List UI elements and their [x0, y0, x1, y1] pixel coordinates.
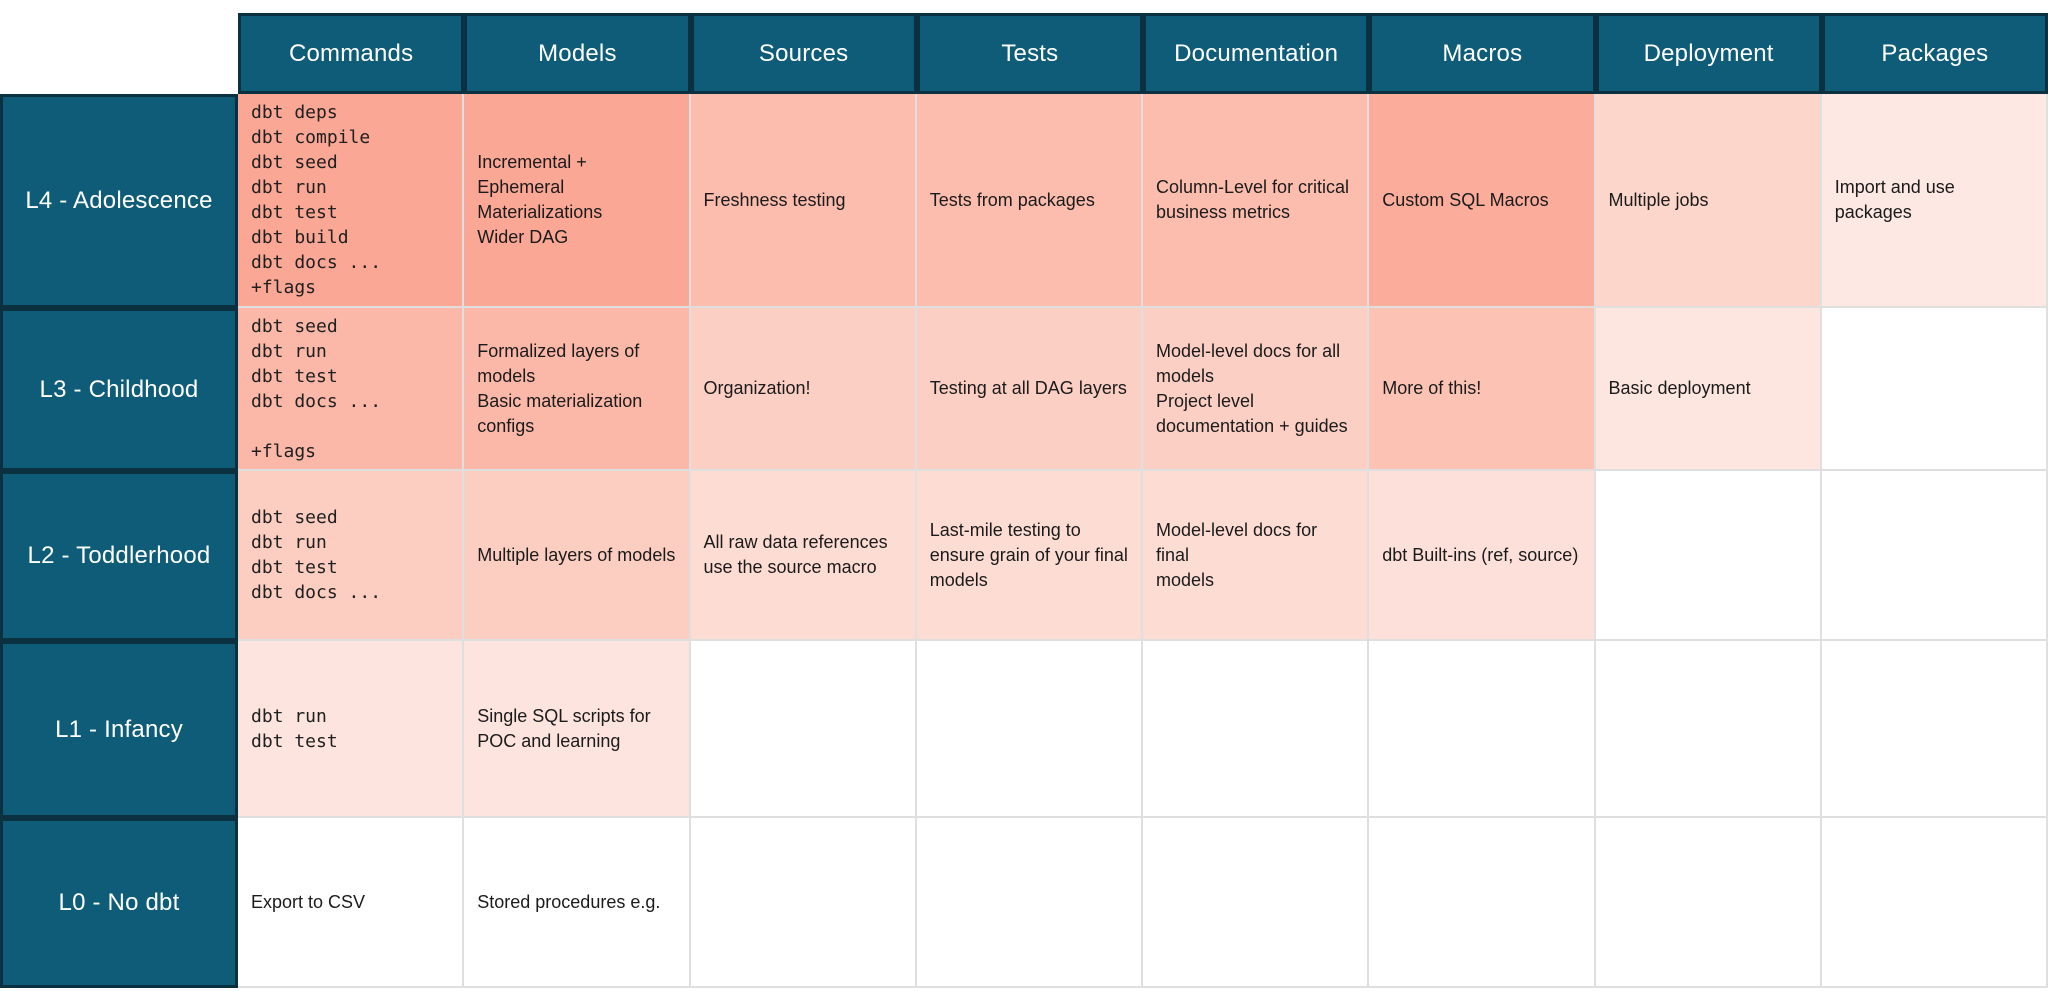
column-header-models: Models — [464, 13, 691, 94]
row-label-l0: L0 - No dbt — [0, 818, 238, 988]
cell-l0-models: Stored procedures e.g. — [464, 818, 691, 988]
cell-l1-documentation — [1143, 641, 1370, 818]
cell-l2-packages — [1821, 471, 2048, 641]
cell-l0-macros — [1369, 818, 1596, 988]
cell-l2-sources: All raw data references use the source m… — [690, 471, 917, 641]
dbt-maturity-table: Commands Models Sources Tests Documentation M… — [0, 13, 2048, 988]
cell-l2-commands: dbt seed dbt run dbt test dbt docs ... — [238, 471, 465, 641]
cell-l3-documentation: Model-level docs for all models Project … — [1143, 308, 1370, 471]
cell-l1-packages — [1821, 641, 2048, 818]
cell-l4-tests: Tests from packages — [916, 94, 1143, 308]
cell-l3-commands: dbt seed dbt run dbt test dbt docs ... +… — [238, 308, 465, 471]
cell-l4-packages: Import and use packages — [1821, 94, 2048, 308]
cell-l1-macros — [1369, 641, 1596, 818]
cell-l1-models: Single SQL scripts for POC and learning — [464, 641, 691, 818]
column-header-deployment: Deployment — [1595, 13, 1822, 94]
cell-l3-packages — [1821, 308, 2048, 471]
column-header-packages: Packages — [1821, 13, 2048, 94]
column-header-sources: Sources — [690, 13, 917, 94]
cell-l2-tests: Last-mile testing to ensure grain of you… — [916, 471, 1143, 641]
row-label-l2: L2 - Toddlerhood — [0, 471, 238, 641]
column-header-tests: Tests — [916, 13, 1143, 94]
column-header-documentation: Documentation — [1143, 13, 1370, 94]
cell-l0-sources — [690, 818, 917, 988]
cell-l0-documentation — [1143, 818, 1370, 988]
row-label-l3: L3 - Childhood — [0, 308, 238, 471]
cell-l2-models: Multiple layers of models — [464, 471, 691, 641]
cell-l2-documentation: Model-level docs for final models — [1143, 471, 1370, 641]
cell-l0-packages — [1821, 818, 2048, 988]
column-header-commands: Commands — [238, 13, 465, 94]
cell-l2-macros: dbt Built-ins (ref, source) — [1369, 471, 1596, 641]
row-label-l1: L1 - Infancy — [0, 641, 238, 818]
cell-l4-commands: dbt deps dbt compile dbt seed dbt run db… — [238, 94, 465, 308]
cell-l4-sources: Freshness testing — [690, 94, 917, 308]
corner-spacer — [0, 13, 238, 94]
cell-l1-sources — [690, 641, 917, 818]
cell-l4-deployment: Multiple jobs — [1595, 94, 1822, 308]
cell-l3-sources: Organization! — [690, 308, 917, 471]
cell-l1-tests — [916, 641, 1143, 818]
cell-l4-macros: Custom SQL Macros — [1369, 94, 1596, 308]
cell-l0-deployment — [1595, 818, 1822, 988]
cell-l2-deployment — [1595, 471, 1822, 641]
cell-l3-tests: Testing at all DAG layers — [916, 308, 1143, 471]
cell-l1-commands: dbt run dbt test — [238, 641, 465, 818]
cell-l0-commands: Export to CSV — [238, 818, 465, 988]
cell-l1-deployment — [1595, 641, 1822, 818]
cell-l3-models: Formalized layers of models Basic materi… — [464, 308, 691, 471]
row-label-l4: L4 - Adolescence — [0, 94, 238, 308]
cell-l3-macros: More of this! — [1369, 308, 1596, 471]
column-header-macros: Macros — [1369, 13, 1596, 94]
cell-l4-models: Incremental + Ephemeral Materializations… — [464, 94, 691, 308]
cell-l0-tests — [916, 818, 1143, 988]
cell-l3-deployment: Basic deployment — [1595, 308, 1822, 471]
cell-l4-documentation: Column-Level for critical business metri… — [1143, 94, 1370, 308]
